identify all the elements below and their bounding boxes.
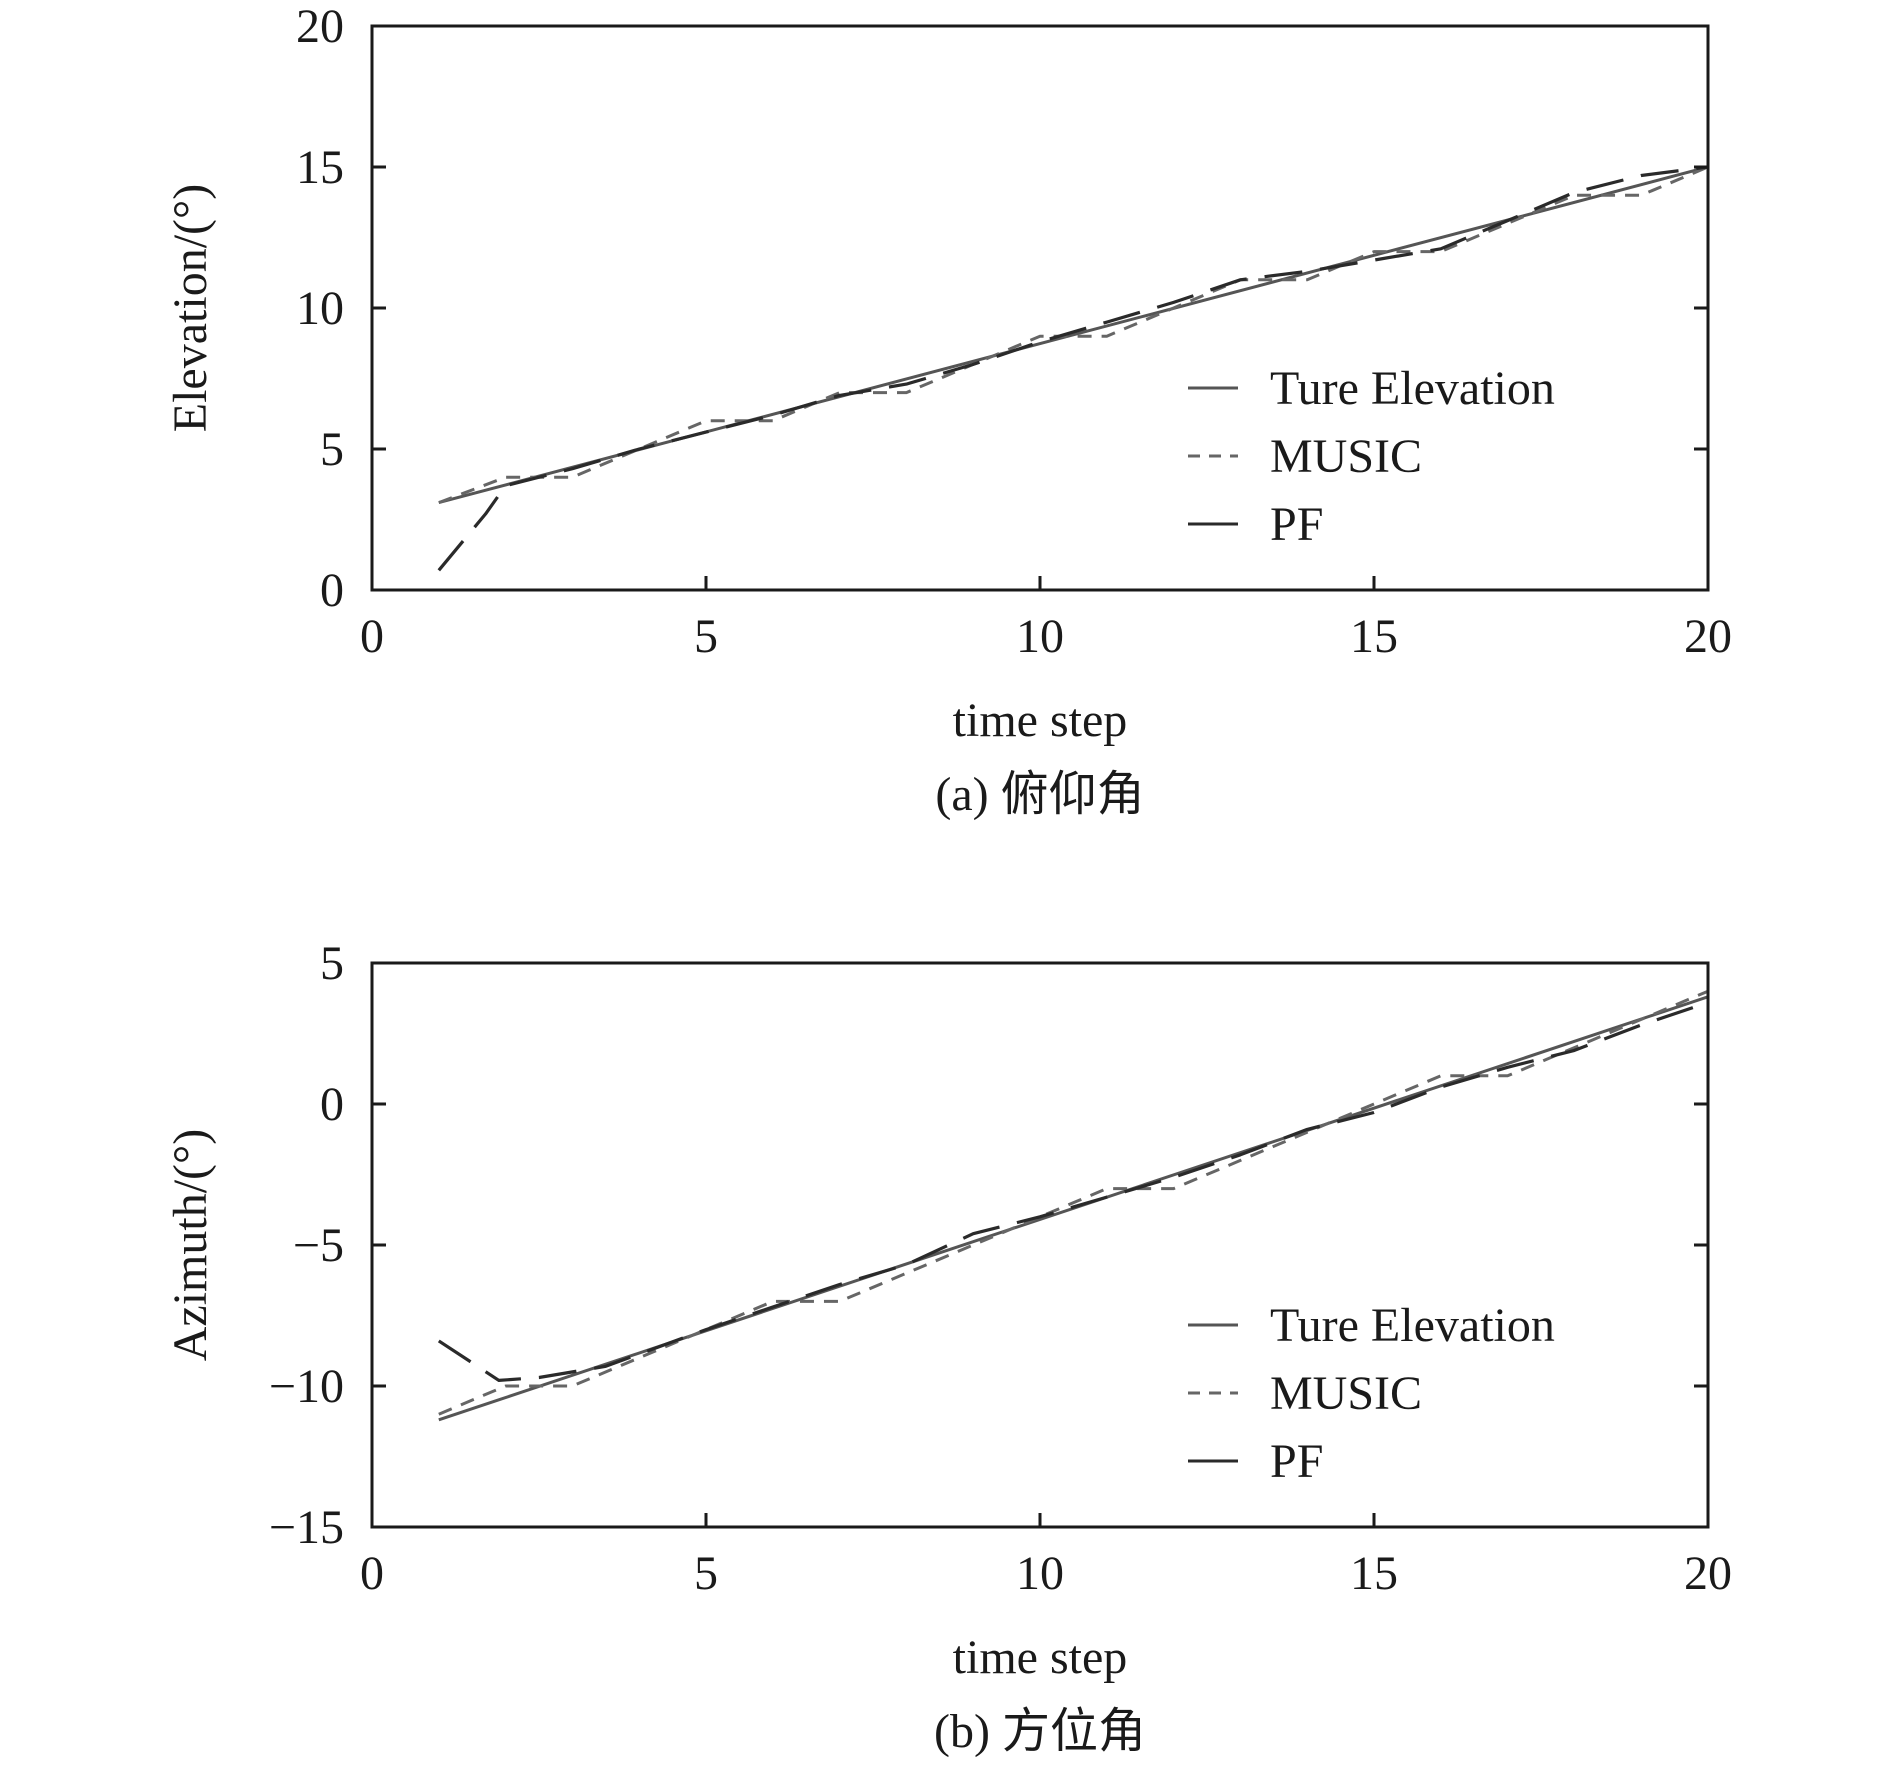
elevation-subtitle: (a) 俯仰角 [935, 768, 1144, 821]
elevation-y-tick-label: 5 [320, 423, 344, 476]
elevation-y-tick-label: 20 [296, 0, 344, 53]
elevation-x-tick-label: 5 [694, 610, 718, 663]
elevation-y-axis-label: Elevation/(°) [164, 184, 217, 432]
azimuth-x-tick-label: 5 [694, 1547, 718, 1600]
elevation-series-lines [437, 165, 1708, 572]
azimuth-y-tick-label: 0 [320, 1078, 344, 1131]
elevation-x-tick-label: 0 [360, 610, 384, 663]
elevation-x-axis-label: time step [953, 694, 1128, 747]
azimuth-x-axis-label: time step [953, 1631, 1128, 1684]
azimuth-series-pf-line [437, 1000, 1708, 1383]
elevation-legend-label: PF [1270, 498, 1323, 551]
azimuth-y-axis-label: Azimuth/(°) [164, 1129, 217, 1361]
elevation-y-tick-label: 0 [320, 564, 344, 617]
azimuth-x-tick-label: 15 [1350, 1547, 1398, 1600]
elevation-legend-label: MUSIC [1270, 430, 1422, 483]
elevation-series-music-line [438, 165, 1708, 505]
azimuth-series-music-line [438, 989, 1708, 1416]
azimuth-series-lines [437, 989, 1708, 1422]
azimuth-y-tick-label: −5 [293, 1219, 344, 1272]
elevation-y-tick-label: 15 [296, 141, 344, 194]
elevation-x-tick-label: 20 [1684, 610, 1732, 663]
azimuth-x-tick-label: 10 [1016, 1547, 1064, 1600]
azimuth-legend: Ture Elevation MUSIC PF [1188, 1299, 1555, 1488]
azimuth-y-tick-label: −10 [269, 1360, 344, 1413]
azimuth-y-tick-label: 5 [320, 937, 344, 990]
azimuth-legend-label: MUSIC [1270, 1367, 1422, 1420]
elevation-legend: Ture Elevation MUSIC PF [1188, 362, 1555, 551]
azimuth-axis-ticks: 0 5 10 15 20 −15 −10 −5 0 5 [269, 937, 1732, 1600]
azimuth-x-tick-label: 0 [360, 1547, 384, 1600]
elevation-plot-frame [370, 24, 1710, 592]
azimuth-legend-label: Ture Elevation [1270, 1299, 1555, 1352]
azimuth-legend-label: PF [1270, 1435, 1323, 1488]
azimuth-chart: 0 5 10 15 20 −15 −10 −5 0 5 time step Azimuth/(°)… [164, 937, 1732, 1758]
elevation-legend-label: Ture Elevation [1270, 362, 1555, 415]
azimuth-subtitle: (b) 方位角 [934, 1705, 1146, 1758]
azimuth-x-tick-label: 20 [1684, 1547, 1732, 1600]
elevation-x-tick-label: 10 [1016, 610, 1064, 663]
azimuth-plot-frame [370, 961, 1710, 1529]
elevation-chart: 0 5 10 15 20 0 5 10 15 20 time step Elevation/(°)… [164, 0, 1732, 821]
elevation-series-pf-line [437, 165, 1708, 572]
elevation-axis-ticks: 0 5 10 15 20 0 5 10 15 20 [296, 0, 1732, 663]
elevation-x-tick-label: 15 [1350, 610, 1398, 663]
azimuth-y-tick-label: −15 [269, 1501, 344, 1554]
elevation-y-tick-label: 10 [296, 282, 344, 335]
